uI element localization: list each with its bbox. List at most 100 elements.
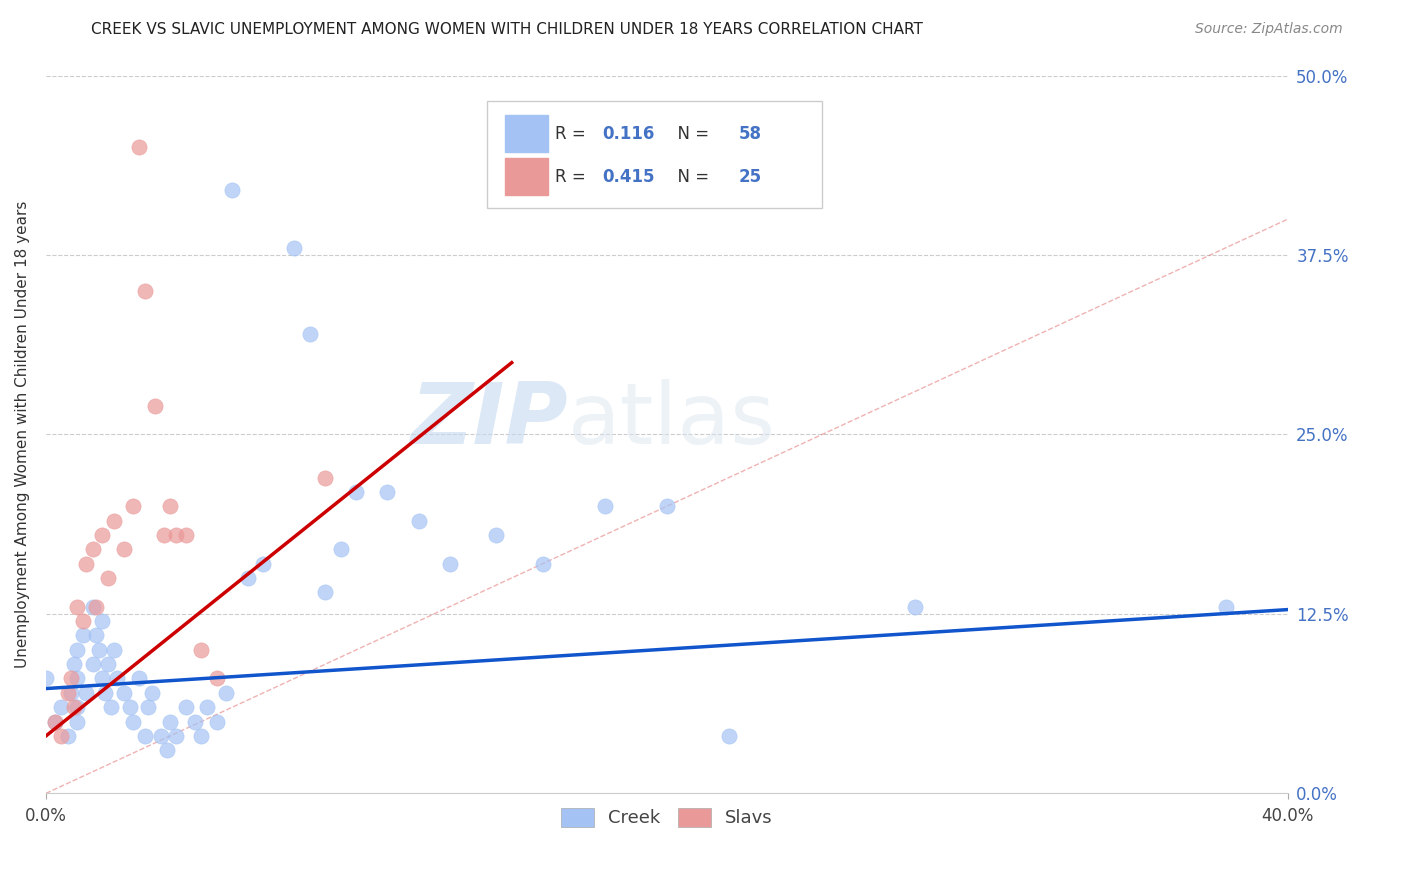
Point [100,700,122,714]
Text: R =: R = [555,125,591,143]
Point [44,714,66,729]
Point [56,686,79,700]
Point [103,642,125,657]
Point [174,528,197,542]
Point [103,514,125,528]
Text: Source: ZipAtlas.com: Source: ZipAtlas.com [1195,22,1343,37]
Text: N =: N = [666,125,714,143]
Point [112,686,135,700]
Point [75,557,97,571]
FancyBboxPatch shape [506,158,548,195]
Point [59,672,82,686]
Point [66,700,89,714]
Point [439,557,461,571]
Point [56,729,79,743]
Point [51,700,73,714]
Point [134,284,156,298]
Point [84,599,107,614]
Point [655,500,678,514]
Point [59,686,82,700]
Point [408,514,430,528]
Point [66,672,89,686]
Point [66,714,89,729]
Point [531,557,554,571]
Point [66,642,89,657]
Point [314,585,336,599]
Point [35,672,58,686]
Point [97,571,120,585]
Point [329,542,352,557]
Point [593,500,616,514]
Point [128,672,150,686]
Point [159,500,181,514]
Point [221,183,243,197]
Point [51,729,73,743]
Point [141,686,163,700]
Point [298,326,321,341]
Point [165,528,187,542]
Point [138,700,160,714]
Point [84,628,107,642]
Text: 58: 58 [740,125,762,143]
Point [63,657,86,672]
Point [72,628,94,642]
Point [165,729,187,743]
Point [159,714,181,729]
Text: atlas: atlas [568,378,776,461]
Point [346,484,368,499]
Point [485,528,508,542]
Point [90,528,112,542]
Point [112,542,135,557]
Point [252,557,274,571]
Point [97,657,120,672]
Y-axis label: Unemployment Among Women with Children Under 18 years: Unemployment Among Women with Children U… [15,201,30,668]
Point [105,672,128,686]
Point [1215,599,1237,614]
Point [143,399,166,413]
Point [190,729,212,743]
Point [66,599,89,614]
Text: N =: N = [666,168,714,186]
Point [174,700,197,714]
Point [72,614,94,628]
Point [236,571,259,585]
Point [90,672,112,686]
Point [184,714,207,729]
Point [718,729,741,743]
Point [153,528,176,542]
Point [87,642,110,657]
Legend: Creek, Slavs: Creek, Slavs [554,801,780,835]
Point [128,140,150,154]
Point [149,729,172,743]
Point [156,743,179,757]
Point [205,672,228,686]
Point [122,714,145,729]
Point [197,700,219,714]
Point [63,700,86,714]
Point [44,714,66,729]
FancyBboxPatch shape [506,115,548,153]
Point [82,542,104,557]
Text: R =: R = [555,168,591,186]
Point [134,729,156,743]
Point [215,686,238,700]
Point [82,657,104,672]
Point [90,614,112,628]
Point [283,241,305,255]
Point [904,599,927,614]
Point [118,700,141,714]
Point [205,714,228,729]
Point [75,686,97,700]
Text: ZIP: ZIP [411,378,568,461]
Text: CREEK VS SLAVIC UNEMPLOYMENT AMONG WOMEN WITH CHILDREN UNDER 18 YEARS CORRELATIO: CREEK VS SLAVIC UNEMPLOYMENT AMONG WOMEN… [91,22,924,37]
Point [314,470,336,484]
Point [122,500,145,514]
Text: 0.116: 0.116 [602,125,655,143]
Point [82,599,104,614]
Text: 25: 25 [740,168,762,186]
Point [377,484,399,499]
Text: 0.415: 0.415 [602,168,655,186]
Point [94,686,117,700]
Point [190,642,212,657]
FancyBboxPatch shape [486,101,823,209]
